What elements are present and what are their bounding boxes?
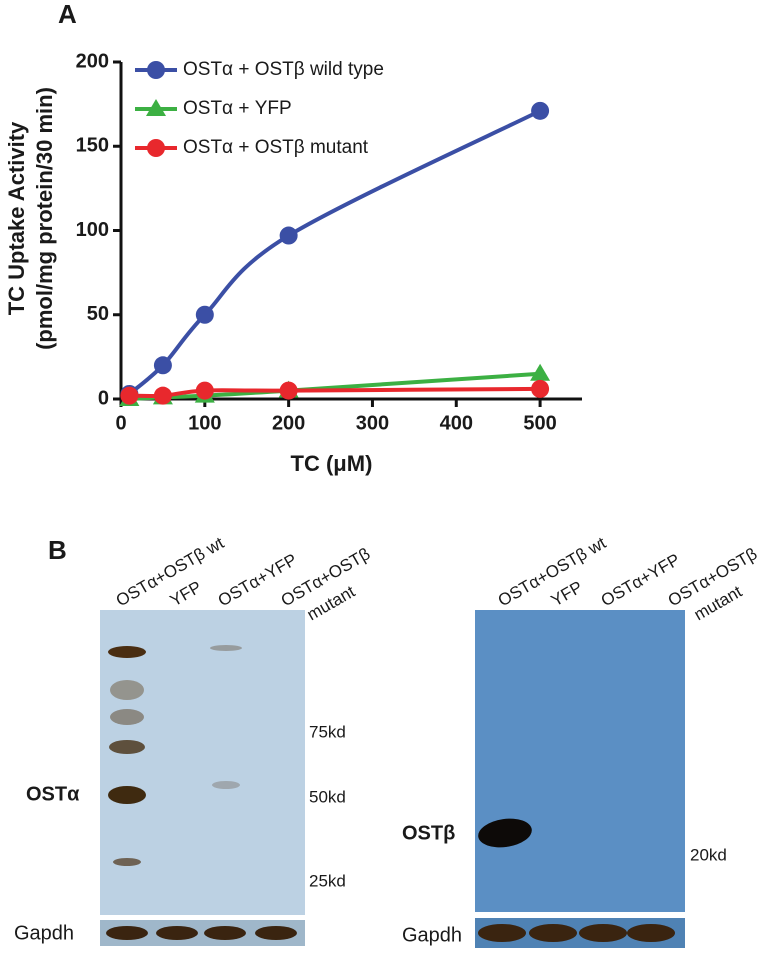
band (627, 924, 675, 942)
x-tick-label: 500 (523, 412, 556, 434)
band (109, 740, 145, 754)
chart: 0 50 100 150 200 0 100 200 300 400 500 TC (μM) TC Up… (4, 50, 582, 476)
x-tick-label: 200 (272, 412, 305, 434)
y-tick-label: 150 (76, 135, 109, 157)
y-tick-label: 0 (98, 387, 109, 409)
x-tick-label: 300 (356, 412, 389, 434)
data-point (195, 381, 214, 400)
band (108, 786, 146, 804)
band (529, 924, 577, 942)
size-marker: 75kd (309, 722, 346, 741)
lane-label: YFP (167, 577, 205, 610)
series-line (129, 371, 541, 401)
x-tick-label: 400 (440, 412, 473, 434)
legend-marker (147, 61, 165, 79)
loading-label: Gapdh (402, 924, 462, 946)
band (210, 645, 242, 651)
data-point (195, 305, 214, 324)
band (255, 926, 297, 940)
x-axis-title: TC (μM) (291, 451, 373, 476)
band (204, 926, 246, 940)
legend-label: OSTα + OSTβ wild type (183, 59, 384, 80)
x-tick-label: 100 (188, 412, 221, 434)
data-point (153, 386, 172, 405)
size-marker: 50kd (309, 787, 346, 806)
y-tick-label: 50 (87, 303, 109, 325)
y-axis-title: (pmol/mg protein/30 min) (32, 87, 57, 350)
data-point (279, 226, 298, 245)
right-blot: OSTβ 20kd Gapdh (402, 610, 727, 948)
legend-label: OSTα + OSTβ mutant (183, 137, 369, 158)
left-blot: OSTα 75kd 50kd 25kd Gapdh (14, 610, 346, 946)
band (478, 818, 532, 848)
y-tick-label: 200 (76, 50, 109, 72)
band (156, 926, 198, 940)
band (113, 858, 141, 866)
protein-label: OSTα (26, 783, 80, 805)
data-point (120, 386, 139, 405)
band (212, 781, 240, 789)
data-point (153, 356, 172, 375)
legend-label: OSTα + YFP (183, 98, 292, 119)
band (108, 646, 146, 658)
data-point (531, 379, 550, 398)
data-point (531, 101, 550, 120)
x-tick-label: 0 (115, 412, 126, 434)
legend-marker (146, 99, 166, 116)
y-tick-label: 100 (76, 219, 109, 241)
band (106, 926, 148, 940)
data-point (530, 363, 551, 381)
size-marker: 20kd (690, 845, 727, 864)
protein-label: OSTβ (402, 822, 455, 844)
loading-label: Gapdh (14, 922, 74, 944)
band (110, 709, 144, 725)
band (110, 680, 144, 700)
membrane (475, 610, 685, 912)
size-marker: 25kd (309, 871, 346, 890)
band (478, 924, 526, 942)
panel-label: B (48, 535, 67, 565)
lane-label: YFP (548, 577, 586, 610)
legend-marker (147, 139, 165, 157)
data-point (279, 381, 298, 400)
panel-label: A (58, 0, 77, 29)
band (579, 924, 627, 942)
y-axis-title: TC Uptake Activity (4, 121, 29, 315)
